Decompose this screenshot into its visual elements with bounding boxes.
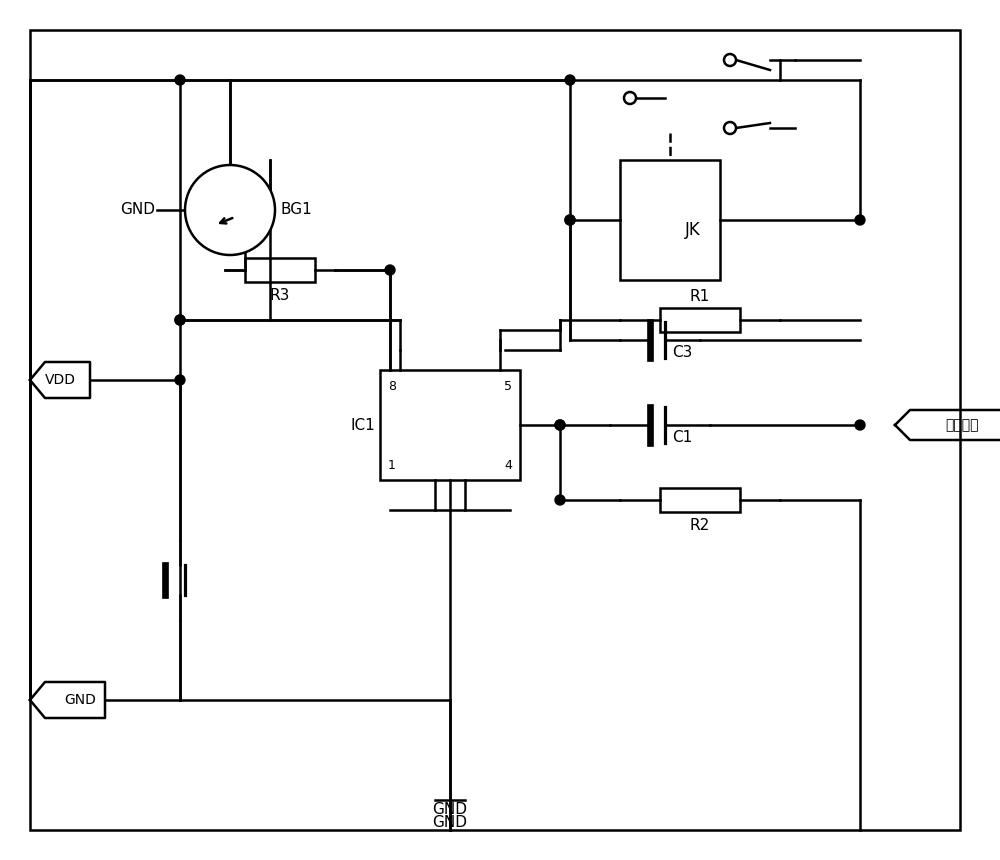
Circle shape	[565, 215, 575, 225]
Text: VDD: VDD	[44, 373, 76, 387]
Text: R3: R3	[270, 288, 290, 303]
Circle shape	[385, 265, 395, 275]
Text: 待检信号: 待检信号	[946, 418, 979, 432]
Text: GND: GND	[64, 693, 96, 707]
Circle shape	[555, 420, 565, 430]
Circle shape	[565, 75, 575, 85]
Text: C3: C3	[672, 345, 692, 360]
Text: 8: 8	[388, 380, 396, 393]
Circle shape	[175, 375, 185, 385]
Circle shape	[855, 420, 865, 430]
Circle shape	[175, 75, 185, 85]
Circle shape	[175, 315, 185, 325]
Circle shape	[555, 495, 565, 505]
Text: 4: 4	[504, 459, 512, 472]
Bar	[380, 370, 520, 480]
Circle shape	[855, 215, 865, 225]
Text: GND: GND	[432, 802, 468, 818]
Text: C1: C1	[672, 430, 692, 445]
Text: BG1: BG1	[280, 202, 312, 218]
Bar	[660, 308, 740, 332]
Text: 1: 1	[388, 459, 396, 472]
Circle shape	[565, 215, 575, 225]
Text: IC1: IC1	[350, 417, 375, 433]
Text: R2: R2	[690, 518, 710, 533]
Text: 5: 5	[504, 380, 512, 393]
Circle shape	[555, 420, 565, 430]
Text: GND: GND	[120, 202, 155, 218]
Circle shape	[724, 54, 736, 66]
Circle shape	[724, 122, 736, 134]
Circle shape	[185, 165, 275, 255]
Text: GND: GND	[432, 815, 468, 830]
Text: R1: R1	[690, 289, 710, 304]
Bar	[620, 160, 720, 280]
Circle shape	[624, 92, 636, 104]
Text: JK: JK	[685, 221, 701, 239]
Bar	[660, 488, 740, 512]
Circle shape	[175, 315, 185, 325]
Bar	[245, 258, 315, 282]
